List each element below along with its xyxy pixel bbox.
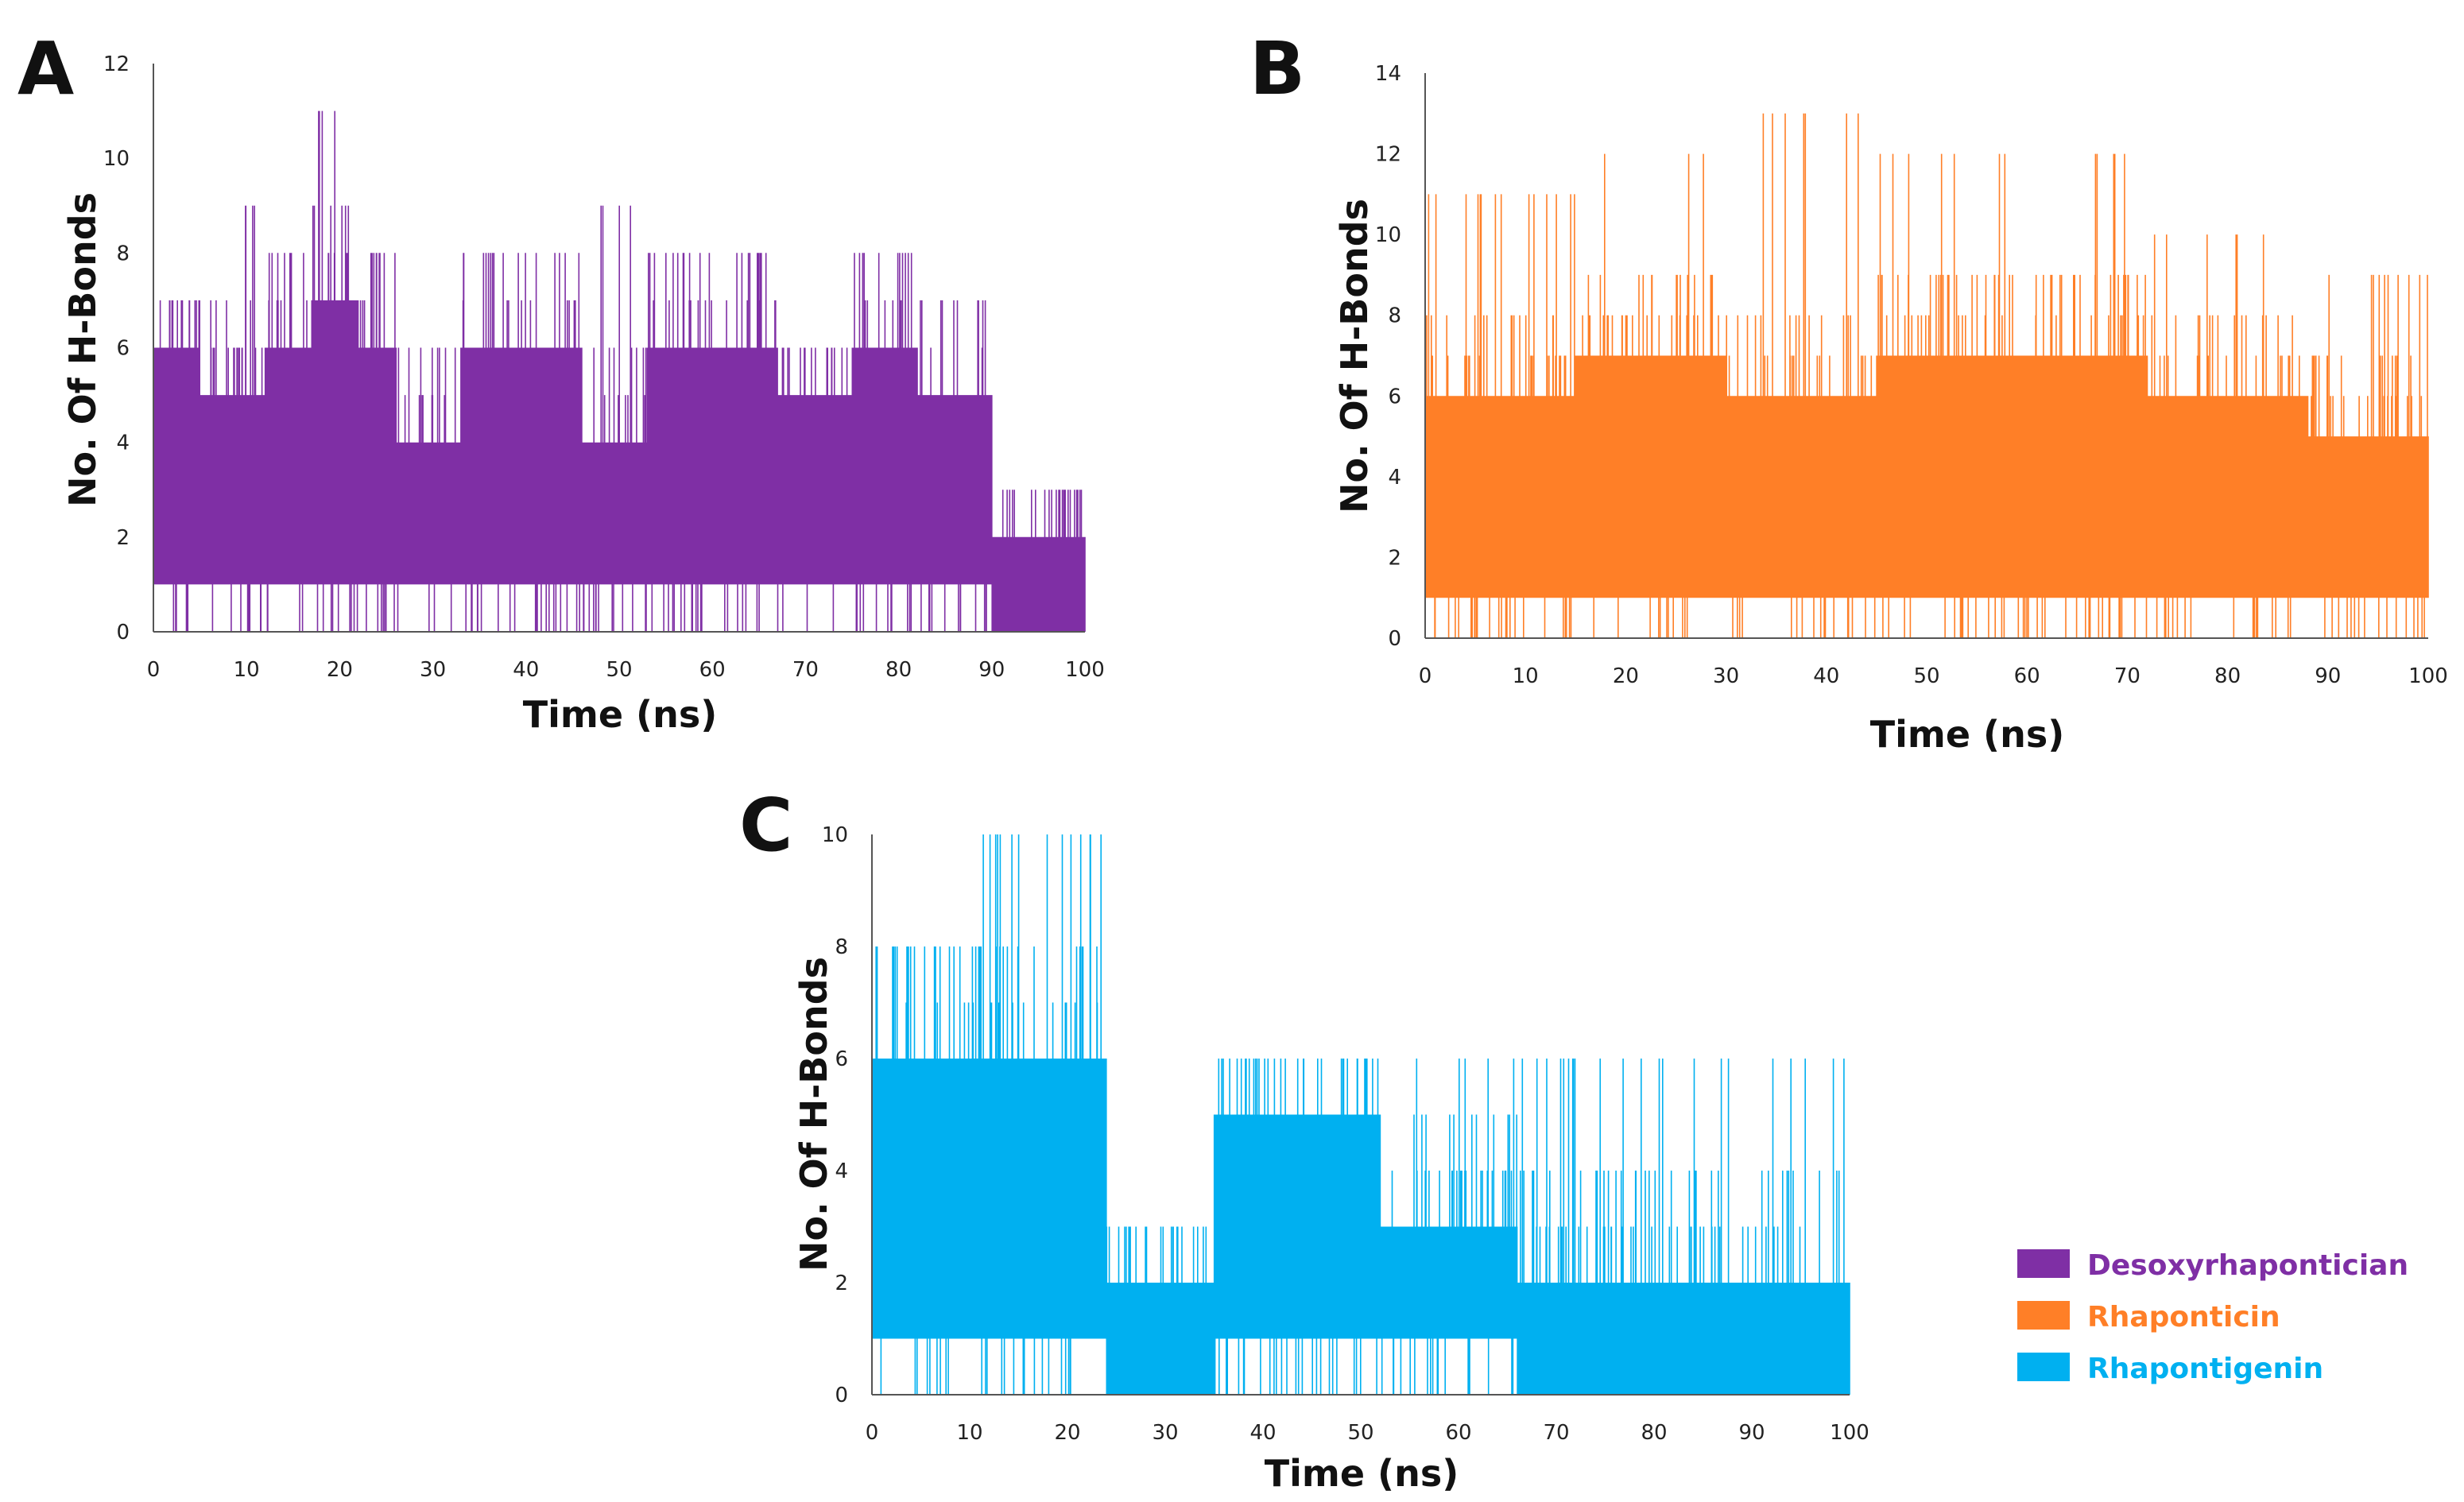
panel-b-x-tick-10: 10 — [1513, 664, 1539, 688]
legend-swatch-desoxyrhapontician — [2017, 1249, 2070, 1278]
panel-a-x-tick-60: 60 — [699, 658, 726, 682]
panel-a-y-tick-12: 12 — [103, 52, 130, 76]
panel-b-chart: 0 10 20 30 40 50 60 70 80 90 100 0 2 4 6 8 10 12 14 Time (n… — [1333, 62, 2448, 756]
panel-c-y-tick-10: 10 — [822, 823, 848, 847]
panel-c-x-tick-70: 70 — [1543, 1421, 1569, 1445]
panel-b-y-tick-4: 4 — [1388, 466, 1401, 490]
panel-c-x-tick-100: 100 — [1830, 1421, 1869, 1445]
panel-a-y-tick-4: 4 — [116, 432, 130, 455]
panel-c-x-tick-40: 40 — [1249, 1421, 1276, 1445]
panel-b-y-tick-8: 8 — [1388, 304, 1401, 328]
legend-label-desoxyrhapontician: Desoxyrhapontician — [2087, 1249, 2408, 1282]
panel-a-x-tick-50: 50 — [606, 658, 632, 682]
legend-swatch-rhaponticin — [2017, 1301, 2070, 1330]
panel-b-x-tick-60: 60 — [2014, 664, 2040, 688]
panel-c-x-tick-20: 20 — [1054, 1421, 1080, 1445]
panel-c-letter: C — [739, 783, 793, 868]
panel-a-letter: A — [17, 26, 74, 111]
panel-c-series-rhapontigenin — [871, 834, 1850, 1395]
panel-b-x-tick-40: 40 — [1813, 664, 1839, 688]
panel-c-x-tick-30: 30 — [1152, 1421, 1178, 1445]
panel-b-y-tick-10: 10 — [1375, 223, 1401, 247]
panel-b-y-tick-0: 0 — [1388, 627, 1401, 651]
legend-label-rhaponticin: Rhaponticin — [2087, 1301, 2280, 1334]
panel-c-y-tick-6: 6 — [835, 1047, 848, 1071]
panel-a-series-desoxyrhapontician — [153, 110, 1086, 632]
panel-c-x-axis-title: Time (ns) — [1265, 1452, 1459, 1495]
panel-c-y-axis-title: No. Of H-Bonds — [792, 957, 835, 1272]
panel-b-series-rhaponticin — [1424, 113, 2429, 638]
panel-b-x-tick-0: 0 — [1419, 664, 1432, 688]
panel-c-x-tick-0: 0 — [866, 1421, 879, 1445]
legend-label-rhapontigenin: Rhapontigenin — [2087, 1353, 2323, 1385]
panel-b-x-tick-90: 90 — [2315, 664, 2341, 688]
panel-c-x-tick-50: 50 — [1347, 1421, 1373, 1445]
panel-a-x-tick-10: 10 — [234, 658, 260, 682]
panel-c-chart: 0 10 20 30 40 50 60 70 80 90 100 0 2 4 6 8 10 Time (ns) No… — [792, 823, 1869, 1495]
panel-c-x-tick-60: 60 — [1445, 1421, 1471, 1445]
panel-a-y-tick-6: 6 — [116, 337, 130, 361]
panel-b-x-tick-30: 30 — [1713, 664, 1739, 688]
panel-a-y-tick-0: 0 — [116, 621, 130, 645]
panel-b-y-tick-14: 14 — [1375, 62, 1401, 86]
panel-a-x-tick-0: 0 — [147, 658, 161, 682]
panel-a-x-axis-title: Time (ns) — [523, 693, 717, 736]
panel-b-y-tick-2: 2 — [1388, 546, 1401, 570]
panel-b-x-tick-20: 20 — [1613, 664, 1639, 688]
legend-swatch-rhapontigenin — [2017, 1353, 2070, 1381]
panel-a-x-tick-20: 20 — [327, 658, 353, 682]
panel-c-y-tick-4: 4 — [835, 1159, 848, 1183]
panel-b-x-axis-title: Time (ns) — [1870, 713, 2064, 756]
panel-a-y-tick-8: 8 — [116, 242, 130, 265]
panel-a-x-tick-30: 30 — [420, 658, 446, 682]
panel-c-y-tick-0: 0 — [835, 1384, 848, 1407]
panel-c-y-tick-2: 2 — [835, 1272, 848, 1295]
panel-a-chart: 0 10 20 30 40 50 60 70 80 90 100 0 2 4 6 8 10 12 Time (ns)… — [61, 52, 1105, 736]
panel-b-x-tick-100: 100 — [2408, 664, 2448, 688]
panel-b-y-tick-12: 12 — [1375, 143, 1401, 167]
panel-b-x-tick-70: 70 — [2114, 664, 2141, 688]
panel-a-x-tick-40: 40 — [513, 658, 539, 682]
panel-c-x-tick-80: 80 — [1641, 1421, 1667, 1445]
panel-a-y-tick-2: 2 — [116, 526, 130, 550]
panel-a-x-tick-80: 80 — [885, 658, 912, 682]
panel-b-x-tick-80: 80 — [2214, 664, 2241, 688]
panel-b-letter: B — [1249, 26, 1305, 111]
panel-c-x-tick-90: 90 — [1738, 1421, 1765, 1445]
panel-c-y-tick-8: 8 — [835, 935, 848, 959]
panel-a-y-tick-10: 10 — [103, 147, 130, 171]
legend: Desoxyrhapontician Rhaponticin Rhapontig… — [2017, 1249, 2408, 1385]
panel-c-x-tick-10: 10 — [956, 1421, 982, 1445]
panel-b-y-tick-6: 6 — [1388, 385, 1401, 408]
panel-b-y-axis-title: No. Of H-Bonds — [1333, 199, 1376, 513]
panel-b-x-tick-50: 50 — [1913, 664, 1939, 688]
panel-a-y-axis-title: No. Of H-Bonds — [61, 192, 104, 507]
panel-a-x-tick-100: 100 — [1065, 658, 1105, 682]
panel-a-x-tick-70: 70 — [792, 658, 819, 682]
panel-a-x-tick-90: 90 — [978, 658, 1005, 682]
